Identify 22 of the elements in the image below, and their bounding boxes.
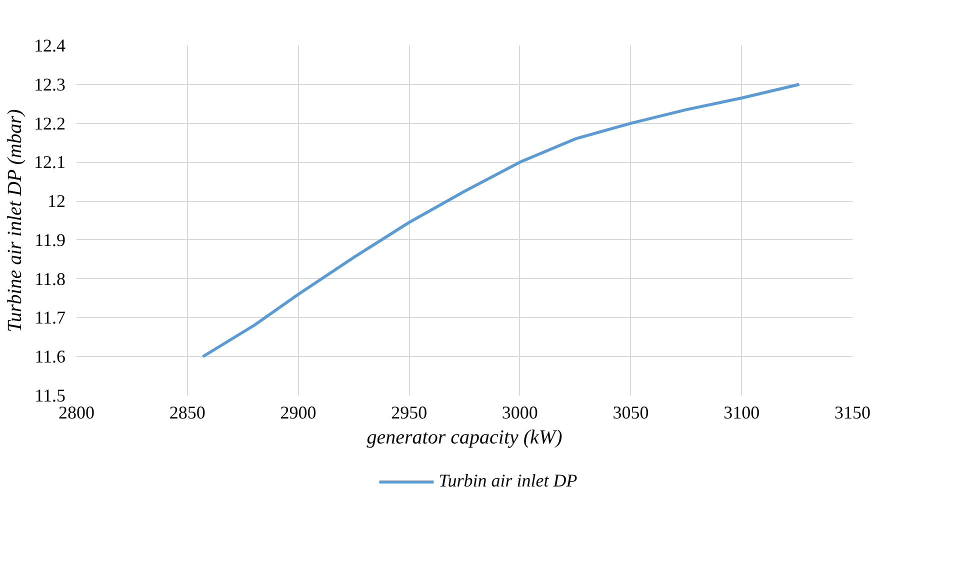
y-tick-label: 12.2 [34, 113, 66, 134]
x-tick-label: 3150 [834, 402, 870, 422]
legend-label: Turbin air inlet DP [438, 470, 578, 492]
y-axis-title: Turbine air inlet DP (mbar) [4, 108, 26, 332]
y-tick-label: 12 [48, 191, 66, 212]
x-tick-label: 2800 [58, 402, 94, 422]
y-tick-label: 12.1 [34, 152, 66, 172]
y-tick-label: 11.5 [34, 386, 66, 406]
y-tick-label: 11.6 [34, 346, 66, 367]
x-tick-label: 3050 [612, 402, 649, 422]
y-tick-label: 12.4 [34, 36, 66, 56]
y-tick-label: 11.8 [34, 268, 66, 289]
y-tick-label: 11.9 [34, 230, 66, 250]
x-axis-title: generator capacity (kW) [366, 426, 563, 448]
x-tick-label: 2950 [391, 402, 428, 422]
x-tick-label: 2900 [280, 402, 316, 422]
line-series [201, 82, 801, 358]
x-tick-label: 2850 [169, 402, 206, 422]
y-tick-label: 12.3 [34, 74, 66, 94]
x-tick-label: 3000 [502, 402, 538, 422]
y-tick-label: 11.7 [34, 308, 66, 328]
x-tick-label: 3100 [724, 402, 760, 422]
